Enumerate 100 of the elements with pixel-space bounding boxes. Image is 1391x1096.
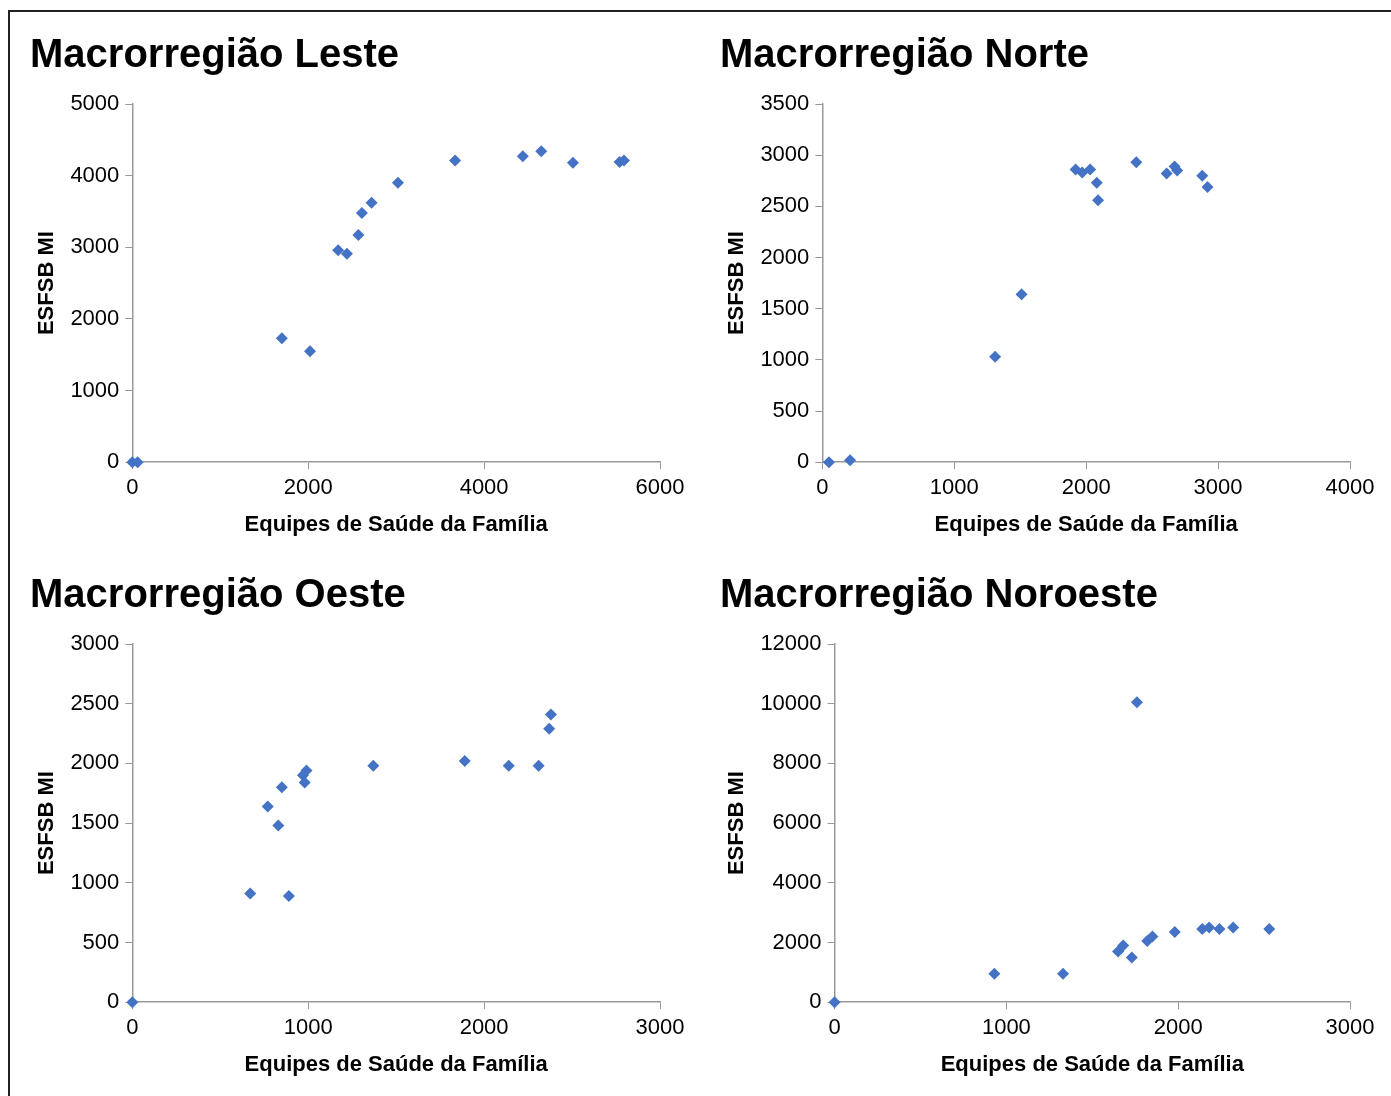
x-axis-title: Equipes de Saúde da Família: [244, 1050, 549, 1076]
y-tick-label: 5000: [70, 90, 120, 116]
x-tick-label: 1000: [283, 1014, 333, 1040]
y-tick-label: 3000: [760, 141, 810, 167]
y-tick-label: 6000: [772, 809, 822, 835]
point: [532, 759, 545, 772]
point: [352, 229, 365, 242]
point: [282, 889, 295, 902]
y-tick-label: 2500: [760, 192, 810, 218]
point: [367, 759, 380, 772]
y-tick-label: 1500: [70, 809, 120, 835]
point: [1112, 945, 1125, 958]
point: [1130, 696, 1143, 709]
y-tick-label: 2000: [760, 243, 810, 269]
point: [449, 154, 462, 167]
x-tick-label: 0: [126, 1014, 139, 1040]
y-tick-label: 8000: [772, 749, 822, 775]
point: [1015, 288, 1028, 301]
point: [272, 819, 285, 832]
y-axis-title: ESFSB MI: [723, 231, 749, 336]
point: [502, 759, 515, 772]
point: [1146, 930, 1159, 943]
point: [989, 350, 1002, 363]
y-tick-label: 4000: [772, 868, 822, 894]
point: [332, 244, 345, 257]
y-tick-label: 500: [82, 928, 120, 954]
point: [988, 967, 1001, 980]
chart-title: Macrorregião Leste: [30, 31, 400, 76]
point: [1076, 166, 1089, 179]
x-tick-label: 2000: [1153, 1014, 1203, 1040]
point: [1125, 951, 1138, 964]
point: [1117, 939, 1130, 952]
x-tick-label: 3000: [635, 1014, 685, 1040]
x-axis-title: Equipes de Saúde da Família: [940, 1050, 1245, 1076]
y-axis-title: ESFSB MI: [33, 771, 59, 876]
point: [535, 145, 548, 158]
point: [1090, 176, 1103, 189]
point: [275, 781, 288, 794]
point: [544, 708, 557, 721]
x-tick-label: 1000: [981, 1014, 1031, 1040]
x-tick-label: 1000: [929, 474, 979, 500]
y-tick-label: 1000: [70, 868, 120, 894]
y-tick-label: 1000: [70, 376, 120, 402]
point: [303, 345, 316, 358]
x-tick-label: 4000: [1325, 474, 1375, 500]
point: [1196, 169, 1209, 182]
point: [244, 887, 257, 900]
point: [1201, 180, 1214, 193]
y-tick-label: 2000: [70, 304, 120, 330]
point: [261, 800, 274, 813]
point: [340, 247, 353, 260]
y-tick-label: 0: [797, 448, 810, 474]
x-tick-label: 2000: [459, 1014, 509, 1040]
chart-title: Macrorregião Norte: [720, 31, 1089, 76]
x-tick-label: 3000: [1325, 1014, 1375, 1040]
y-tick-label: 2000: [70, 749, 120, 775]
y-tick-label: 3500: [760, 90, 810, 116]
point: [543, 722, 556, 735]
x-tick-label: 0: [126, 474, 139, 500]
point: [1263, 923, 1276, 936]
point: [1084, 163, 1097, 176]
x-tick-label: 4000: [459, 474, 509, 500]
point: [1057, 967, 1070, 980]
chart-title: Macrorregião Noroeste: [720, 571, 1158, 616]
y-tick-label: 1000: [760, 345, 810, 371]
x-axis-title: Equipes de Saúde da Família: [244, 510, 549, 536]
y-tick-label: 3000: [70, 233, 120, 259]
y-tick-label: 1500: [760, 294, 810, 320]
point: [355, 206, 368, 219]
y-tick-label: 4000: [70, 161, 120, 187]
point: [566, 156, 579, 169]
point: [1092, 194, 1105, 207]
y-tick-label: 500: [772, 397, 810, 423]
point: [458, 755, 471, 768]
x-tick-label: 2000: [1061, 474, 1111, 500]
y-axis-title: ESFSB MI: [33, 231, 59, 336]
point: [391, 176, 404, 189]
x-tick-label: 2000: [283, 474, 333, 500]
x-axis-title: Equipes de Saúde da Família: [934, 510, 1239, 536]
y-tick-label: 2000: [772, 928, 822, 954]
point: [1160, 167, 1173, 180]
point: [1213, 923, 1226, 936]
y-tick-label: 12000: [760, 630, 822, 656]
y-tick-label: 3000: [70, 630, 120, 656]
point: [844, 454, 857, 467]
point: [1227, 921, 1240, 934]
point: [275, 332, 288, 345]
y-tick-label: 0: [107, 988, 120, 1014]
y-tick-label: 2500: [70, 689, 120, 715]
point: [1130, 156, 1143, 169]
y-tick-label: 10000: [760, 689, 822, 715]
y-tick-label: 0: [809, 988, 822, 1014]
y-tick-label: 0: [107, 448, 120, 474]
y-axis-title: ESFSB MI: [723, 771, 749, 876]
point: [516, 150, 529, 163]
chart-title: Macrorregião Oeste: [30, 571, 406, 616]
point: [1168, 926, 1181, 939]
x-tick-label: 0: [828, 1014, 841, 1040]
x-tick-label: 6000: [635, 474, 685, 500]
x-tick-label: 3000: [1193, 474, 1243, 500]
